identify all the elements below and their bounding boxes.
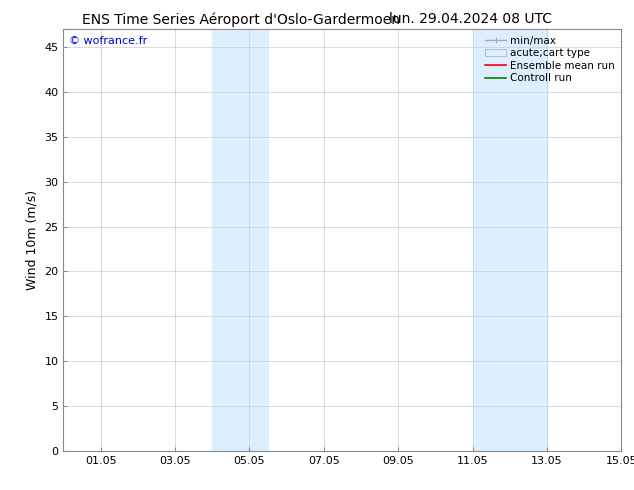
Y-axis label: Wind 10m (m/s): Wind 10m (m/s) — [26, 190, 39, 290]
Text: © wofrance.fr: © wofrance.fr — [69, 36, 147, 46]
Text: ENS Time Series Aéroport d'Oslo-Gardermoen: ENS Time Series Aéroport d'Oslo-Gardermo… — [82, 12, 401, 27]
Bar — [212, 29, 268, 451]
Text: lun. 29.04.2024 08 UTC: lun. 29.04.2024 08 UTC — [389, 12, 552, 26]
Legend: min/max, acute;cart type, Ensemble mean run, Controll run: min/max, acute;cart type, Ensemble mean … — [481, 31, 619, 88]
Bar — [472, 29, 547, 451]
